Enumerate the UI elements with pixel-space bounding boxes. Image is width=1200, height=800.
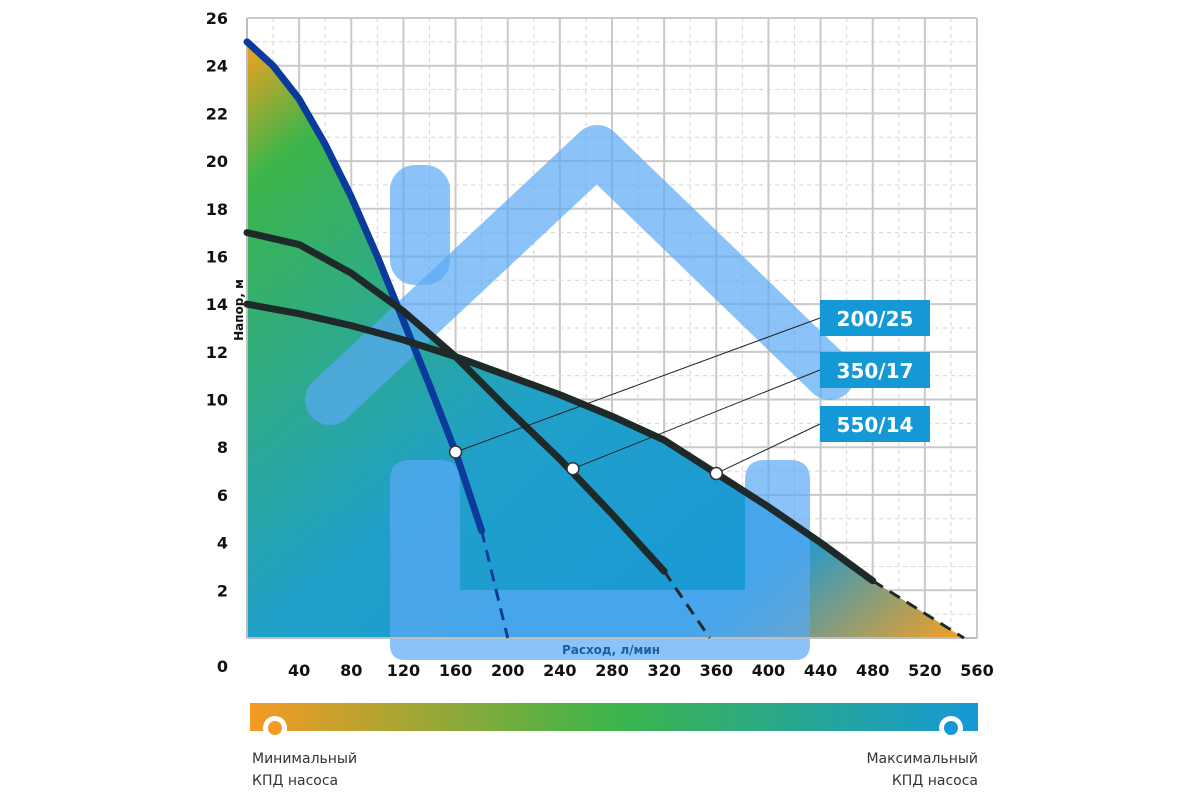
leader-line-0 (455, 317, 821, 453)
y-axis-title: Напор, м (232, 279, 246, 341)
x-axis-title: Расход, л/мин (562, 643, 660, 657)
operating-point-marker-2 (709, 466, 724, 481)
y-tick-label-2: 4 (217, 534, 228, 553)
operating-point-marker-1 (566, 461, 580, 476)
min-efficiency-dot (268, 721, 282, 735)
min-efficiency-label: Минимальный КПД насоса (252, 748, 357, 792)
y-tick-label-6: 12 (206, 343, 228, 362)
y-tick-label-10: 20 (206, 152, 228, 171)
y-tick-label-4: 8 (217, 438, 228, 457)
x-tick-label-4: 160 (439, 661, 472, 680)
max-efficiency-label: Максимальный КПД насоса (820, 748, 978, 792)
x-tick-label-5: 200 (491, 661, 524, 680)
series-line-0 (243, 38, 486, 535)
min-efficiency-line-1: Минимальный (252, 751, 358, 767)
series-dashed-head-1 (246, 231, 300, 247)
x-tick-label-13: 520 (908, 661, 941, 680)
y-tick-label-0: 0 (217, 657, 228, 676)
series (243, 38, 965, 640)
x-tick-label-8: 320 (647, 661, 680, 680)
max-efficiency-line-2: КПД насоса (891, 773, 978, 789)
house-logo-icon (305, 125, 855, 660)
legend-label-1: 350/17 (837, 359, 914, 383)
x-tick-label-6: 240 (543, 661, 576, 680)
x-tick-label-3: 120 (387, 661, 420, 680)
efficiency-scale (250, 703, 978, 740)
x-tick-label-12: 480 (856, 661, 889, 680)
efficiency-gradient-bar (250, 703, 978, 731)
x-tick-label-9: 360 (700, 661, 733, 680)
min-efficiency-line-2: КПД насоса (252, 773, 339, 789)
legend: 200/25 350/17 550/14 (448, 300, 930, 481)
legend-label-2: 550/14 (837, 413, 914, 437)
legend-tag-1 (820, 352, 930, 388)
series-dashed-head-0 (245, 40, 275, 67)
x-tick-label-14: 560 (960, 661, 993, 680)
legend-label-0: 200/25 (837, 307, 914, 331)
x-tick-label-7: 280 (595, 661, 628, 680)
leader-line-2 (716, 423, 821, 474)
series-dashed-tail-2 (871, 579, 965, 640)
x-tick-label-1: 40 (288, 661, 310, 680)
axes: 40 80 120 160 200 240 280 320 360 400 440 480 520 560… (206, 9, 994, 680)
y-tick-label-5: 10 (206, 391, 228, 410)
max-efficiency-dot (944, 721, 958, 735)
series-dashed-tail-1 (662, 570, 712, 639)
y-tick-label-13: 26 (206, 9, 228, 28)
y-tick-label-7: 14 (206, 295, 228, 314)
y-tick-label-1: 2 (217, 581, 228, 600)
y-tick-label-11: 22 (206, 104, 228, 123)
y-tick-label-3: 6 (217, 486, 228, 505)
y-tick-label-8: 16 (206, 247, 228, 266)
y-tick-label-12: 24 (206, 57, 228, 76)
x-tick-label-2: 80 (340, 661, 362, 680)
legend-tag-0 (820, 300, 930, 336)
series-line-2 (243, 300, 877, 585)
series-dashed-head-2 (246, 302, 300, 316)
legend-tag-2 (820, 406, 930, 442)
operating-point-marker-0 (448, 445, 463, 459)
leader-line-1 (572, 369, 821, 470)
y-tick-label-9: 18 (206, 200, 228, 219)
x-tick-label-10: 400 (752, 661, 785, 680)
x-tick-label-11: 440 (804, 661, 837, 680)
max-efficiency-line-1: Максимальный (866, 751, 978, 767)
